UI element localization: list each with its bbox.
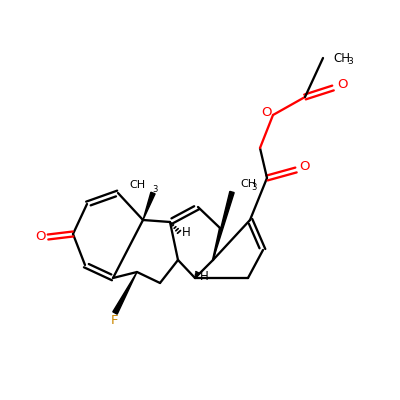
Text: 3: 3 (152, 184, 158, 194)
Text: 3: 3 (347, 58, 353, 66)
Text: CH: CH (333, 52, 350, 64)
Text: CH: CH (129, 180, 145, 190)
Text: H: H (182, 226, 190, 240)
Polygon shape (143, 192, 155, 220)
Polygon shape (113, 272, 137, 314)
Text: O: O (300, 160, 310, 174)
Text: O: O (337, 78, 347, 92)
Text: CH: CH (240, 179, 256, 189)
Polygon shape (213, 191, 234, 260)
Text: O: O (261, 106, 271, 118)
Text: 3: 3 (251, 184, 257, 192)
Text: O: O (36, 230, 46, 244)
Text: H: H (200, 270, 208, 284)
Text: F: F (111, 314, 119, 326)
